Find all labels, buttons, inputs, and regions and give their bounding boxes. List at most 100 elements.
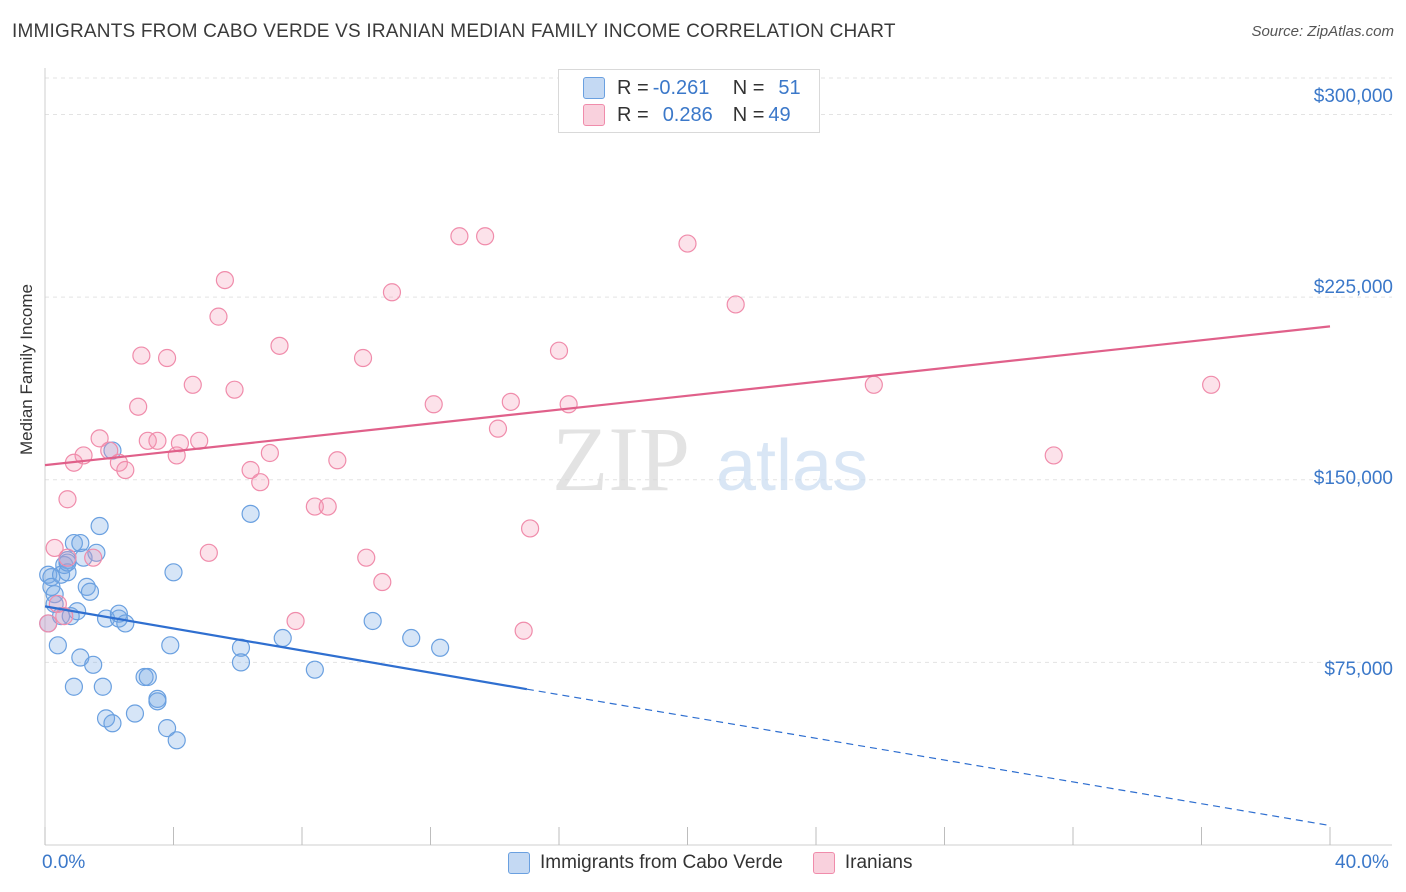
data-point [260, 443, 279, 463]
data-point [225, 380, 244, 399]
data-point [305, 660, 324, 679]
data-point [318, 497, 337, 516]
data-point [373, 572, 392, 592]
data-point [488, 419, 508, 438]
data-point [1202, 375, 1221, 394]
n-label: N = [732, 76, 765, 99]
data-point [328, 451, 347, 470]
legend-row-iranians: R = 0.286 N = 49 [583, 101, 791, 129]
n-label: N = [732, 103, 765, 126]
data-point [215, 270, 234, 290]
trend-layer [44, 325, 1331, 827]
legend-label: Immigrants from Cabo Verde [540, 852, 783, 873]
data-point [116, 614, 135, 633]
data-point [864, 375, 883, 394]
data-point [157, 719, 177, 738]
legend-item-cabo-verde[interactable]: Immigrants from Cabo Verde [508, 852, 783, 874]
data-point [87, 543, 106, 562]
data-point [549, 341, 569, 360]
data-point [183, 375, 202, 394]
legend-swatch-cabo-verde [583, 77, 605, 99]
data-point [305, 497, 324, 516]
data-point [58, 490, 77, 509]
data-point [286, 611, 305, 631]
legend-label: Iranians [844, 852, 913, 873]
trend-line-extension [526, 688, 1331, 827]
data-point [138, 431, 157, 450]
y-tick-label: $75,000 [1324, 659, 1393, 680]
legend-swatch-iranians [583, 104, 605, 126]
data-point [241, 460, 260, 480]
data-point [431, 638, 450, 657]
data-point [241, 504, 260, 523]
data-point [157, 348, 177, 368]
watermark-zip: ZIP [552, 408, 690, 510]
gridlines [45, 77, 1392, 663]
data-point [58, 563, 77, 582]
series-legend: Immigrants from Cabo Verde Iranians [508, 852, 942, 874]
y-tick-label: $150,000 [1313, 468, 1393, 489]
data-point [231, 653, 251, 672]
data-point [678, 234, 697, 253]
data-point [125, 704, 145, 723]
data-point [90, 516, 109, 536]
data-point [402, 628, 421, 648]
r-label: R = [617, 76, 649, 99]
data-point [48, 636, 67, 655]
data-point [450, 227, 469, 246]
series-cabo-verde [39, 441, 450, 750]
data-point [103, 714, 122, 733]
r-value: -0.261 [652, 76, 710, 99]
data-point [77, 577, 96, 596]
data-point [84, 548, 103, 567]
data-point [251, 473, 270, 492]
y-tick-label: $225,000 [1313, 277, 1393, 298]
data-point [71, 533, 90, 553]
data-point [55, 607, 74, 626]
y-axis-label: Median Family Income [17, 283, 36, 455]
legend-swatch-iranians [812, 852, 835, 874]
correlation-legend: R = -0.261 N = 51 R = 0.286 N = 49 [558, 69, 820, 133]
data-point [58, 548, 77, 567]
data-point [514, 621, 533, 640]
x-tick-label-min: 0.0% [42, 852, 86, 873]
trend-line [44, 605, 528, 691]
data-point [199, 543, 218, 562]
n-value: 49 [768, 103, 791, 126]
data-point [45, 538, 64, 558]
y-tick-label: $300,000 [1313, 86, 1393, 107]
data-point [45, 585, 64, 604]
legend-item-iranians[interactable]: Iranians [812, 852, 913, 874]
data-point [129, 397, 148, 416]
data-point [170, 434, 190, 453]
r-label: R = [617, 103, 649, 126]
legend-row-cabo-verde: R = -0.261 N = 51 [583, 74, 801, 102]
r-value: 0.286 [662, 103, 713, 126]
data-point [116, 460, 135, 480]
data-point [363, 611, 382, 631]
data-point [148, 692, 167, 711]
data-point [520, 519, 540, 538]
n-value: 51 [778, 76, 801, 99]
legend-swatch-cabo-verde [508, 852, 530, 874]
data-point [476, 227, 495, 246]
data-point [164, 563, 183, 582]
data-point [270, 336, 289, 355]
watermark-atlas: atlas [716, 426, 868, 506]
data-point [357, 548, 376, 567]
data-point [93, 677, 112, 696]
data-point [209, 307, 228, 326]
x-tick-label-max: 40.0% [1335, 852, 1389, 873]
data-point [80, 582, 100, 601]
data-point [90, 429, 109, 448]
chart-title: IMMIGRANTS FROM CABO VERDE VS IRANIAN ME… [12, 21, 896, 42]
data-point [161, 636, 180, 655]
data-point [148, 431, 167, 450]
data-point [132, 346, 151, 365]
axes [44, 68, 1392, 846]
data-point [424, 395, 443, 414]
data-point [382, 283, 402, 302]
data-point [64, 677, 84, 696]
data-point [167, 731, 186, 750]
